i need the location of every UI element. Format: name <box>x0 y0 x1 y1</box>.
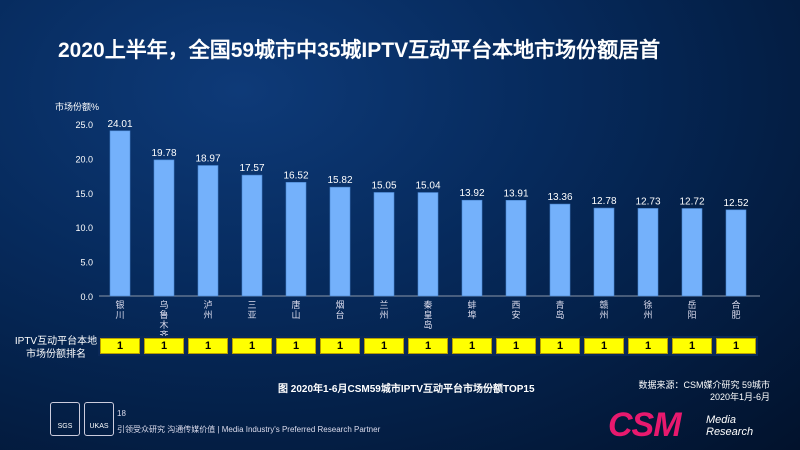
rank-cell: 1 <box>364 338 404 354</box>
data-label: 19.78 <box>151 148 176 159</box>
data-label: 12.78 <box>591 196 616 207</box>
data-source: 数据来源：CSM媒介研究 59城市 2020年1月-6月 <box>638 379 770 403</box>
rank-cell: 1 <box>540 338 580 354</box>
rank-cell: 1 <box>672 338 712 354</box>
x-tick-label: 乌鲁木齐 <box>159 299 168 340</box>
rank-cell: 1 <box>628 338 668 354</box>
bar <box>197 165 219 297</box>
y-tick-label: 20.0 <box>75 154 93 164</box>
rank-cell: 1 <box>452 338 492 354</box>
logo-sub-1: Media <box>706 414 736 426</box>
x-tick-label: 唐山 <box>291 299 300 320</box>
sgs-cert-logo: SGS <box>50 402 80 436</box>
data-label: 15.82 <box>327 175 352 186</box>
bar <box>681 208 703 297</box>
ukas-text: UKAS <box>89 423 109 430</box>
bar <box>373 192 395 297</box>
logo-sub-2: Research <box>706 426 754 438</box>
chart-caption: 图 2020年1-6月CSM59城市IPTV互动平台市场份额TOP15 <box>278 384 535 395</box>
rank-cell: 1 <box>408 338 448 354</box>
x-tick-label: 岳阳 <box>687 299 696 320</box>
rank-cell: 1 <box>276 338 316 354</box>
x-tick-label: 秦皇岛 <box>423 299 432 330</box>
sgs-text: SGS <box>57 423 73 430</box>
y-tick-label: 5.0 <box>80 258 93 268</box>
x-tick-label: 烟台 <box>335 299 344 320</box>
data-label: 13.91 <box>503 188 528 199</box>
bar <box>505 199 527 297</box>
rank-cell: 1 <box>100 338 140 354</box>
y-tick-label: 15.0 <box>75 189 93 199</box>
page-title: 2020上半年，全国59城市中35城IPTV互动平台本地市场份额居首 <box>58 39 661 62</box>
x-tick-label: 西安 <box>511 300 520 320</box>
bar <box>153 159 175 297</box>
bar <box>637 208 659 297</box>
source-line-2: 2020年1月-6月 <box>709 392 770 402</box>
source-line-1: 数据来源：CSM媒介研究 59城市 <box>638 380 770 390</box>
bar <box>593 207 615 297</box>
x-tick-label: 合肥 <box>731 299 740 320</box>
x-tick-label: 银川 <box>115 299 124 320</box>
rank-cell: 1 <box>496 338 536 354</box>
bar <box>725 209 747 297</box>
y-tick-label: 10.0 <box>75 223 93 233</box>
ukas-cert-logo: UKAS <box>84 402 114 436</box>
y-tick-label: 0.0 <box>80 292 93 302</box>
y-tick-label: 25.0 <box>75 120 93 130</box>
bar <box>329 186 351 297</box>
x-tick-label: 泸州 <box>203 300 212 320</box>
data-label: 12.73 <box>635 196 660 207</box>
x-tick-label: 青岛 <box>555 299 564 320</box>
bar <box>109 130 131 297</box>
data-label: 18.97 <box>195 153 220 164</box>
data-label: 17.57 <box>239 163 264 174</box>
data-label: 12.52 <box>723 198 748 209</box>
rank-cell: 1 <box>320 338 360 354</box>
csm-logo-subtitle: Media Research <box>706 414 753 438</box>
bar <box>461 199 483 297</box>
rank-cell: 1 <box>144 338 184 354</box>
bar-chart: 市场份额% 0.0 5.0 10.0 15.0 20.0 25.0 24.01 银川 19.78 乌… <box>55 101 760 340</box>
data-label: 13.92 <box>459 188 484 199</box>
data-label: 24.01 <box>107 119 132 130</box>
rank-cell: 1 <box>716 338 756 354</box>
x-tick-label: 兰州 <box>379 299 388 320</box>
x-tick-label: 三亚 <box>247 300 256 320</box>
x-tick-label: 徐州 <box>643 299 652 320</box>
rank-cell: 1 <box>188 338 228 354</box>
bar <box>417 192 439 297</box>
data-label: 15.05 <box>371 180 396 191</box>
rank-row-label: IPTV互动平台本地市场份额排名 <box>14 336 98 360</box>
data-label: 16.52 <box>283 170 308 181</box>
data-label: 13.36 <box>547 192 572 203</box>
data-label: 12.72 <box>679 196 704 207</box>
bar <box>285 182 307 297</box>
bar <box>549 203 571 297</box>
page-number: 18 <box>117 409 126 418</box>
csm-logo: CSM <box>608 406 682 444</box>
y-axis-label: 市场份额% <box>55 101 99 112</box>
data-label: 15.04 <box>415 181 440 192</box>
bar <box>241 174 263 297</box>
x-tick-label: 蚌埠 <box>467 299 476 320</box>
x-tick-label: 赣州 <box>599 299 608 320</box>
slogan: 引领受众研究 沟通传媒价值 | Media Industry's Preferr… <box>117 425 381 434</box>
rank-cell: 1 <box>232 338 272 354</box>
rank-cell: 1 <box>584 338 624 354</box>
